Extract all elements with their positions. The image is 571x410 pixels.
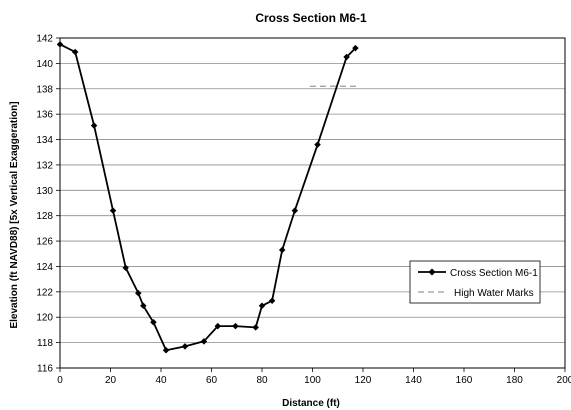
- data-point-marker: [90, 122, 98, 129]
- data-point-marker: [258, 302, 266, 310]
- legend-box: [409, 260, 541, 304]
- y-tick-label: 138: [36, 84, 53, 95]
- x-tick-label: 120: [355, 375, 372, 386]
- y-axis-label: Elevation (ft NAVD88) [5x Vertical Exagg…: [9, 101, 20, 328]
- data-point-marker: [291, 207, 299, 214]
- x-tick-label: 40: [155, 375, 167, 386]
- x-tick-label: 140: [405, 375, 422, 386]
- x-tick-label: 180: [506, 375, 523, 386]
- data-point-marker: [314, 141, 321, 148]
- data-point-marker: [150, 319, 157, 326]
- y-tick-label: 122: [36, 287, 53, 298]
- data-point-marker: [278, 246, 286, 254]
- legend-label-section: Cross Section M6-1: [450, 268, 538, 279]
- x-tick-label: 200: [557, 375, 571, 386]
- data-point-marker: [71, 48, 79, 56]
- series-layer: [56, 41, 359, 354]
- data-point-marker: [162, 346, 170, 354]
- series-line-cross-section: [59, 43, 357, 352]
- x-axis-label: Distance (ft): [282, 398, 340, 409]
- legend-marker-section: [428, 268, 436, 276]
- y-tick-label: 116: [37, 364, 53, 375]
- plot-area: [59, 37, 566, 369]
- x-axis-ticks: 0 20 40 60 80 100 120 140 160 180 200: [57, 368, 571, 386]
- y-tick-label: 128: [36, 211, 53, 222]
- data-point-marker: [56, 41, 64, 48]
- x-tick-label: 160: [456, 375, 473, 386]
- data-point-marker: [109, 207, 117, 214]
- data-point-marker: [268, 297, 276, 304]
- y-tick-label: 130: [36, 186, 53, 197]
- y-tick-label: 134: [36, 135, 53, 146]
- gridlines: [60, 62, 565, 344]
- chart-title: Cross Section M6-1: [255, 11, 367, 25]
- data-point-marker: [232, 322, 239, 330]
- y-tick-label: 140: [36, 59, 53, 70]
- x-tick-label: 0: [57, 375, 63, 386]
- legend-label-hwm: High Water Marks: [454, 288, 534, 299]
- data-point-marker: [122, 264, 129, 271]
- x-tick-label: 80: [256, 375, 268, 386]
- data-point-marker: [135, 289, 142, 297]
- y-tick-label: 136: [36, 110, 53, 121]
- x-tick-label: 100: [304, 375, 321, 386]
- data-point-marker: [252, 324, 259, 331]
- data-point-marker: [140, 302, 147, 310]
- y-tick-label: 132: [36, 160, 53, 171]
- y-tick-label: 120: [36, 313, 53, 324]
- y-tick-label: 142: [36, 34, 53, 45]
- data-point-marker: [214, 322, 222, 330]
- x-tick-label: 60: [206, 375, 218, 386]
- y-tick-label: 124: [36, 262, 53, 273]
- y-axis-ticks: 116 118 120 122 124 126 128 130 132 134 136 138 140 1…: [36, 34, 60, 375]
- y-tick-label: 126: [36, 237, 53, 248]
- data-point-marker: [200, 338, 208, 345]
- y-tick-label: 118: [37, 338, 53, 349]
- legend: Cross Section M6-1 High Water Marks: [409, 260, 541, 304]
- x-tick-label: 20: [105, 375, 117, 386]
- data-point-marker: [181, 343, 189, 350]
